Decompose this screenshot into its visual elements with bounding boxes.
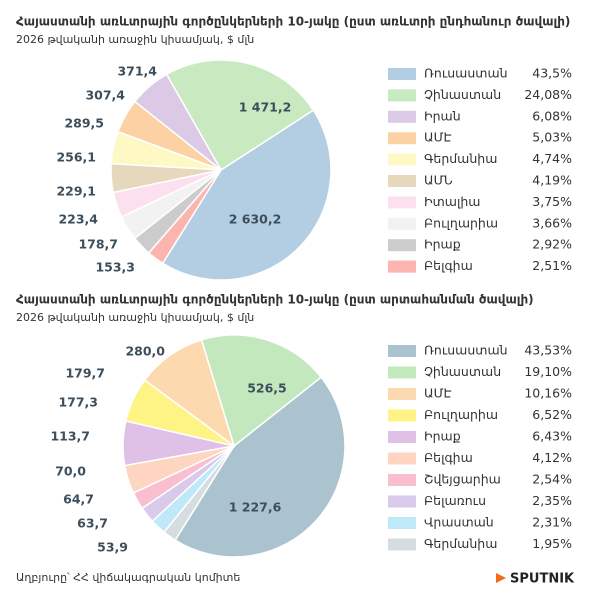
value-label: 223,4 — [58, 212, 98, 227]
legend-share: 24,08% — [524, 87, 572, 102]
legend-share: 6,43% — [532, 429, 572, 444]
legend-swatch — [388, 196, 416, 209]
value-label: 307,4 — [85, 88, 125, 103]
value-label: 70,0 — [55, 464, 86, 479]
legend-label: Չինաստան — [424, 87, 501, 102]
legend-share: 2,54% — [532, 472, 572, 487]
legend-label: Վրաստան — [424, 515, 494, 530]
pie-slice — [147, 169, 222, 265]
legend-label: Բելառուս — [424, 493, 486, 508]
legend-share: 6,52% — [532, 407, 572, 422]
legend-swatch — [388, 388, 416, 400]
legend-share: 4,74% — [532, 151, 572, 166]
legend-share: 43,5% — [532, 66, 572, 81]
chart-title: Հայաստանի առևտրային գործընկերների 10-յակ… — [16, 15, 570, 29]
legend-label: Իտալիա — [424, 194, 480, 209]
legend-label: Ռուսաստան — [424, 343, 508, 358]
value-label: 280,0 — [125, 344, 165, 359]
legend-label: Բելգիա — [424, 450, 473, 465]
legend-swatch — [388, 431, 416, 443]
chart-subtitle: 2026 թվականի առաջին կիսամյակ, $ մլն — [16, 311, 254, 324]
legend-label: Բուլղարիա — [424, 215, 498, 230]
legend-swatch — [388, 68, 416, 80]
value-label: 2 630,2 — [229, 212, 282, 227]
value-label: 229,1 — [56, 184, 96, 199]
legend-swatch — [388, 132, 416, 145]
legend-share: 1,95% — [532, 536, 572, 551]
legend-swatch — [388, 517, 416, 529]
chart-subtitle: 2026 թվականի առաջին կիսամյակ, $ մլն — [16, 33, 254, 46]
legend-swatch — [388, 452, 416, 465]
legend-label: ԱՄԷ — [424, 130, 451, 145]
legend-swatch — [388, 474, 416, 486]
logo: SPUTNIK — [510, 572, 575, 587]
value-label: 64,7 — [63, 492, 94, 507]
value-label: 289,5 — [64, 116, 104, 131]
legend-share: 3,75% — [532, 194, 572, 209]
legend-label: Ռուսաստան — [424, 66, 508, 81]
legend-share: 19,10% — [524, 364, 572, 379]
legend-share: 2,51% — [532, 258, 572, 273]
value-label: 153,3 — [95, 260, 135, 275]
value-label: 371,4 — [117, 64, 157, 79]
legend-label: Շվեյցարիա — [424, 472, 501, 487]
legend-label: Իրան — [424, 108, 461, 123]
legend-label: Գերմանիա — [424, 151, 497, 166]
legend-label: Չինաստան — [424, 364, 501, 379]
legend-label: Իրաք — [424, 237, 461, 252]
legend-label: Բելգիա — [424, 258, 473, 273]
source: Աղբյուրը՝ ՀՀ վիճակագրական կոմիտե — [16, 571, 240, 584]
pie-slice — [165, 59, 315, 172]
legend-label: ԱՄԷ — [424, 386, 451, 401]
legend-share: 10,16% — [524, 386, 572, 401]
legend-share: 5,03% — [532, 130, 572, 145]
legend-share: 6,08% — [532, 108, 572, 123]
chart-title: Հայաստանի առևտրային գործընկերների 10-յակ… — [16, 293, 534, 307]
value-label: 63,7 — [77, 516, 108, 531]
legend-swatch — [388, 409, 416, 422]
value-label: 113,7 — [50, 429, 90, 444]
value-label: 53,9 — [97, 540, 128, 555]
legend-swatch — [388, 217, 416, 230]
legend-share: 2,92% — [532, 237, 572, 252]
value-label: 1 227,6 — [229, 500, 282, 515]
legend-swatch — [388, 239, 416, 252]
pie-slice — [143, 338, 236, 448]
legend-share: 2,31% — [532, 515, 572, 530]
legend-swatch — [388, 345, 416, 357]
value-label: 177,3 — [58, 395, 98, 410]
pie-slice — [174, 376, 346, 558]
legend-swatch — [388, 495, 416, 508]
legend-label: ԱՄՆ — [424, 173, 453, 188]
logo-icon — [496, 573, 506, 583]
legend-share: 43,53% — [524, 343, 572, 358]
legend-label: Գերմանիա — [424, 536, 497, 551]
value-label: 526,5 — [247, 381, 287, 396]
legend-share: 4,12% — [532, 450, 572, 465]
pie-slice — [161, 109, 332, 281]
value-label: 178,7 — [78, 237, 118, 252]
legend-share: 4,19% — [532, 173, 572, 188]
legend-label: Բուլղարիա — [424, 407, 498, 422]
legend-swatch — [388, 366, 416, 379]
legend-share: 2,35% — [532, 493, 572, 508]
legend-swatch — [388, 175, 416, 187]
legend-swatch — [388, 538, 416, 551]
pie-slice — [200, 334, 323, 448]
pie-slice — [163, 445, 235, 542]
legend-label: Իրաք — [424, 429, 461, 444]
legend-swatch — [388, 153, 416, 166]
value-label: 256,1 — [56, 150, 96, 165]
legend-swatch — [388, 260, 416, 273]
value-label: 1 471,2 — [239, 100, 292, 115]
legend-share: 3,66% — [532, 215, 572, 230]
legend-swatch — [388, 89, 416, 102]
value-label: 179,7 — [65, 366, 105, 381]
legend-swatch — [388, 110, 416, 123]
